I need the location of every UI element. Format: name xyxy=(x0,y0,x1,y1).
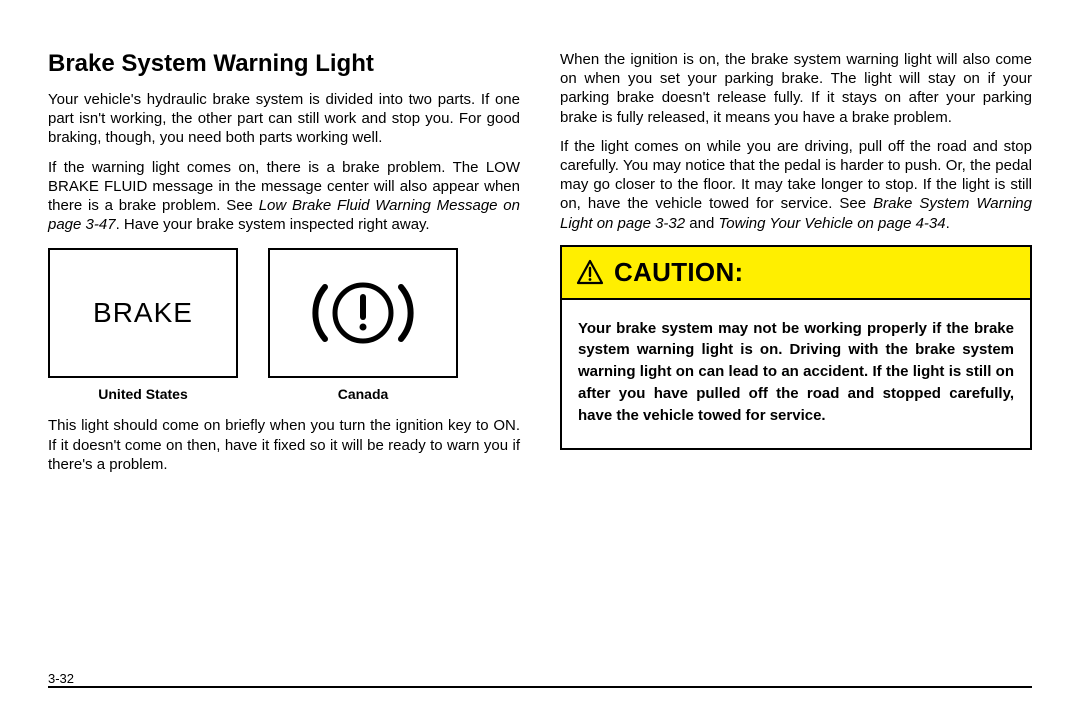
brake-indicator-us: BRAKE xyxy=(48,248,238,378)
caution-box: CAUTION: Your brake system may not be wo… xyxy=(560,245,1032,451)
page-number: 3-32 xyxy=(48,671,1032,686)
body-paragraph: Your vehicle's hydraulic brake system is… xyxy=(48,90,520,148)
warning-triangle-icon xyxy=(576,259,604,285)
text-run: . xyxy=(946,215,950,232)
brake-warning-icon xyxy=(298,273,428,353)
right-column: When the ignition is on, the brake syste… xyxy=(560,50,1032,484)
brake-indicator-us-text: BRAKE xyxy=(93,297,193,329)
brake-indicator-canada xyxy=(268,248,458,378)
text-run: . Have your brake system inspected right… xyxy=(116,216,430,233)
footer-rule xyxy=(48,686,1032,688)
caution-text: Your brake system may not be working pro… xyxy=(578,318,1014,427)
caution-label: CAUTION: xyxy=(614,257,744,288)
indicator-label-canada: Canada xyxy=(268,386,458,402)
manual-page: Brake System Warning Light Your vehicle'… xyxy=(0,0,1080,720)
text-run: and xyxy=(685,215,718,232)
caution-body: Your brake system may not be working pro… xyxy=(562,300,1030,449)
body-paragraph: If the warning light comes on, there is … xyxy=(48,158,520,235)
body-paragraph: If the light comes on while you are driv… xyxy=(560,137,1032,233)
body-paragraph: When the ignition is on, the brake syste… xyxy=(560,50,1032,127)
page-footer: 3-32 xyxy=(48,671,1032,692)
left-column: Brake System Warning Light Your vehicle'… xyxy=(48,50,520,484)
body-paragraph: This light should come on briefly when y… xyxy=(48,416,520,474)
cross-reference: Towing Your Vehicle on page 4-34 xyxy=(718,215,945,232)
caution-header: CAUTION: xyxy=(562,247,1030,300)
indicator-label-us: United States xyxy=(48,386,238,402)
indicator-labels-row: United States Canada xyxy=(48,386,520,402)
indicator-icons-row: BRAKE xyxy=(48,248,520,378)
section-title: Brake System Warning Light xyxy=(48,50,520,78)
two-column-layout: Brake System Warning Light Your vehicle'… xyxy=(48,50,1032,484)
